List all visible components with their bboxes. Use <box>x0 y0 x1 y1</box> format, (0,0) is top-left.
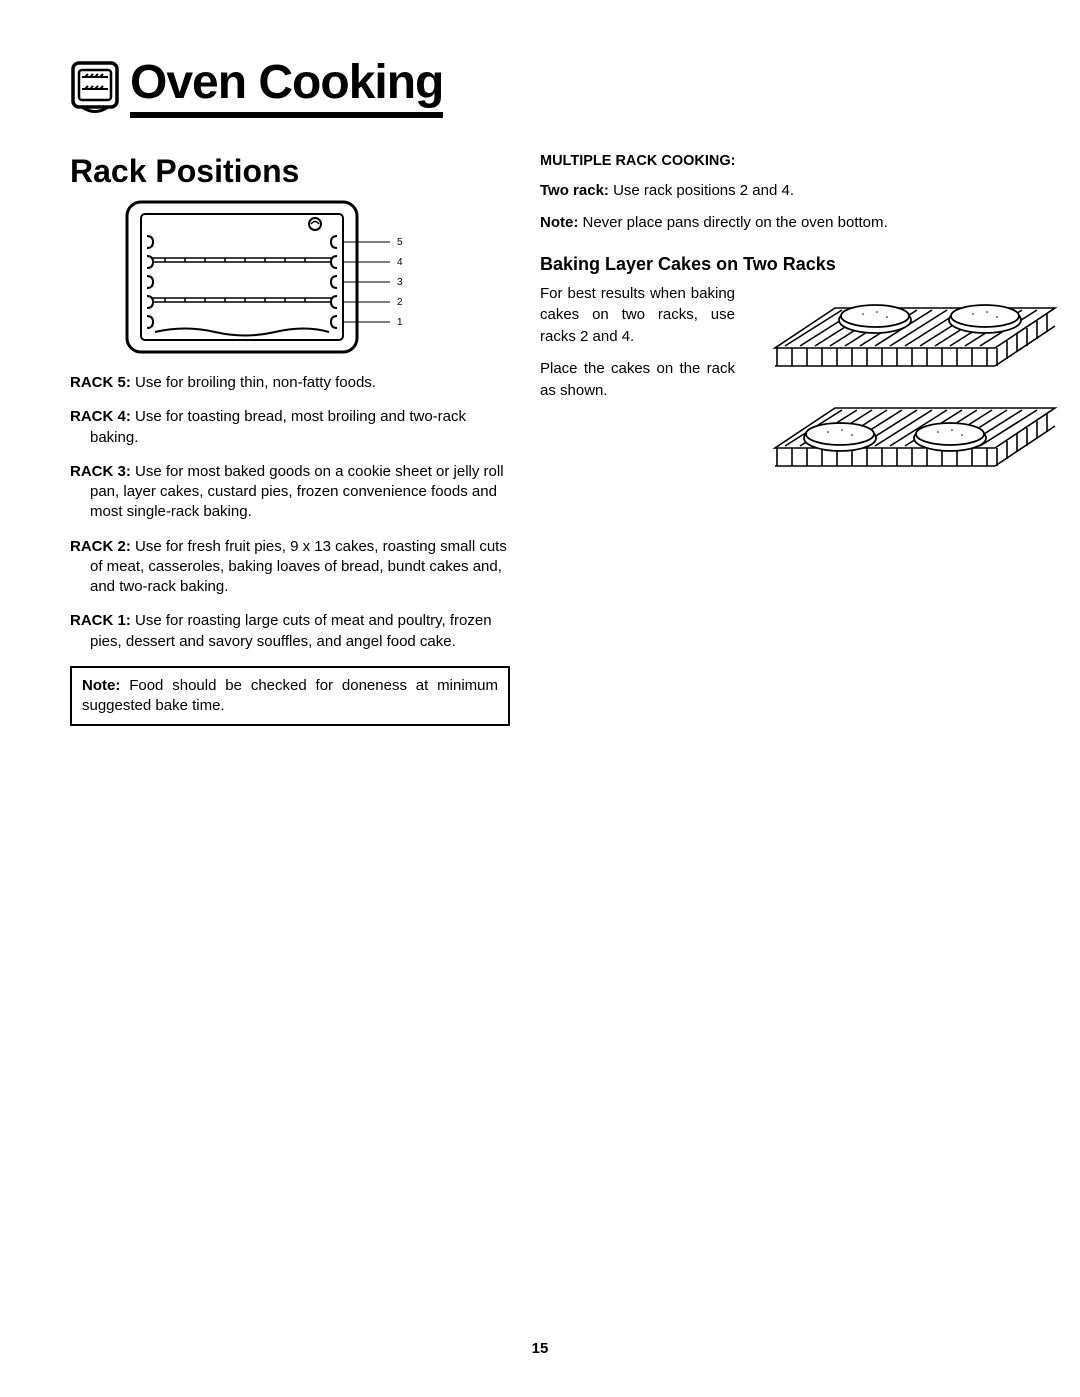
rack-item: RACK 3: Use for most baked goods on a co… <box>70 462 510 523</box>
rack-label-4: 4 <box>397 257 403 268</box>
note-label: Note: <box>82 677 120 694</box>
right-column: MULTIPLE RACK COOKING: Two rack: Use rac… <box>540 153 1010 726</box>
two-rack-text: Use rack positions 2 and 4. <box>613 182 794 199</box>
baking-paragraph: For best results when baking cakes on tw… <box>540 283 735 402</box>
oven-rack-diagram: 5 4 3 2 1 <box>125 200 435 355</box>
oven-icon <box>70 60 120 114</box>
note-text: Food should be checked for doneness at m… <box>82 677 498 714</box>
rack-item: RACK 1: Use for roasting large cuts of m… <box>70 611 510 652</box>
two-rack-line: Two rack: Use rack positions 2 and 4. <box>540 181 1010 201</box>
rack-item-text: Use for fresh fruit pies, 9 x 13 cakes, … <box>90 538 507 596</box>
two-rack-cakes-diagram <box>745 288 1075 498</box>
baking-subsection-title: Baking Layer Cakes on Two Racks <box>540 254 1010 275</box>
rack-item-text: Use for toasting bread, most broiling an… <box>90 408 466 445</box>
rack-item-label: RACK 5: <box>70 374 131 391</box>
rack-item-label: RACK 1: <box>70 612 131 629</box>
two-rack-label: Two rack: <box>540 182 609 199</box>
section-title: Rack Positions <box>70 153 510 190</box>
rack-label-2: 2 <box>397 297 403 308</box>
rack-description-list: RACK 5: Use for broiling thin, non-fatty… <box>70 373 510 652</box>
note-text-inline: Never place pans directly on the oven bo… <box>583 214 888 231</box>
page-header: Oven Cooking <box>70 55 1010 118</box>
rack-item-text: Use for broiling thin, non-fatty foods. <box>135 374 376 391</box>
page-title: Oven Cooking <box>130 55 443 118</box>
rack-label-5: 5 <box>397 237 403 248</box>
page-number: 15 <box>0 1340 1080 1357</box>
rack-item-label: RACK 4: <box>70 408 131 425</box>
multiple-rack-header: MULTIPLE RACK COOKING: <box>540 153 1010 169</box>
rack-item-label: RACK 3: <box>70 463 131 480</box>
rack-label-1: 1 <box>397 317 403 328</box>
note-label-inline: Note: <box>540 214 578 231</box>
rack-item-text: Use for most baked goods on a cookie she… <box>90 463 504 521</box>
rack-item: RACK 5: Use for broiling thin, non-fatty… <box>70 373 510 393</box>
note-line: Note: Never place pans directly on the o… <box>540 213 1010 233</box>
rack-item: RACK 2: Use for fresh fruit pies, 9 x 13… <box>70 537 510 598</box>
rack-item-label: RACK 2: <box>70 538 131 555</box>
rack-item-text: Use for roasting large cuts of meat and … <box>90 612 492 649</box>
rack-label-3: 3 <box>397 277 403 288</box>
left-column: Rack Positions <box>70 153 510 726</box>
rack-item: RACK 4: Use for toasting bread, most bro… <box>70 407 510 448</box>
note-box: Note: Food should be checked for donenes… <box>70 666 510 727</box>
